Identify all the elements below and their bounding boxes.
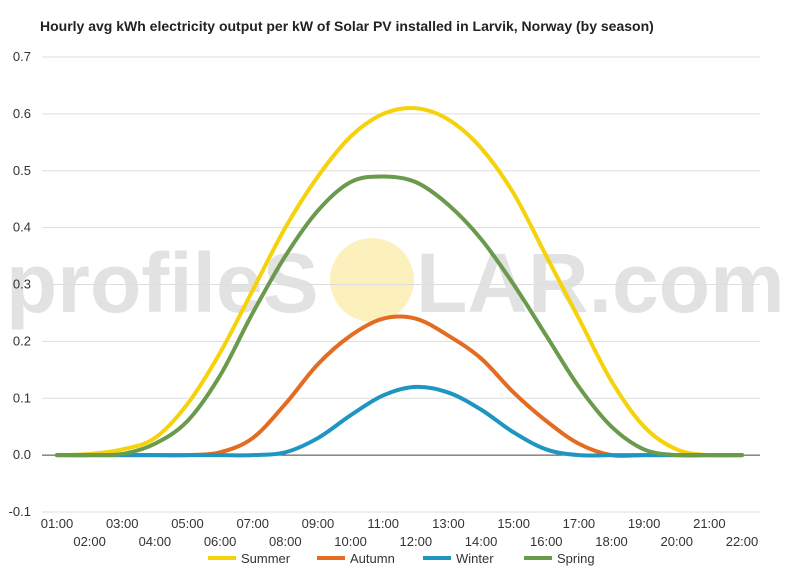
watermark-sun — [330, 238, 414, 322]
x-tick-label: 06:00 — [204, 534, 237, 549]
watermark: profileS LAR.com — [6, 236, 785, 330]
x-tick-label: 05:00 — [171, 516, 204, 531]
x-tick-label: 15:00 — [497, 516, 530, 531]
y-tick-label: -0.1 — [9, 504, 31, 519]
legend-label-winter: Winter — [456, 551, 494, 566]
y-tick-label: 0.6 — [13, 106, 31, 121]
y-tick-label: 0.4 — [13, 220, 31, 235]
x-tick-label: 11:00 — [367, 516, 399, 531]
x-tick-label: 03:00 — [106, 516, 139, 531]
chart-title: Hourly avg kWh electricity output per kW… — [40, 18, 654, 34]
y-tick-label: 0.7 — [13, 49, 31, 64]
x-tick-label: 21:00 — [693, 516, 726, 531]
grid — [42, 56, 760, 513]
x-tick-label: 02:00 — [73, 534, 106, 549]
watermark-text-right: LAR.com — [416, 236, 785, 330]
watermark-text-left: profileS — [6, 236, 319, 330]
legend: Summer Autumn Winter Spring — [208, 551, 595, 566]
y-tick-label: 0.0 — [13, 447, 31, 462]
x-tick-label: 22:00 — [726, 534, 759, 549]
series-line-winter — [55, 384, 744, 458]
x-tick-label: 01:00 — [41, 516, 74, 531]
x-tick-label: 14:00 — [465, 534, 498, 549]
y-tick-label: 0.3 — [13, 277, 31, 292]
x-tick-label: 04:00 — [139, 534, 172, 549]
x-tick-label: 18:00 — [595, 534, 628, 549]
legend-label-autumn: Autumn — [350, 551, 395, 566]
x-tick-label: 17:00 — [563, 516, 596, 531]
x-tick-label: 10:00 — [334, 534, 367, 549]
x-tick-label: 09:00 — [302, 516, 335, 531]
x-tick-label: 08:00 — [269, 534, 302, 549]
legend-label-spring: Spring — [557, 551, 595, 566]
x-tick-label: 07:00 — [236, 516, 269, 531]
y-tick-label: 0.2 — [13, 333, 31, 348]
series-line-summer — [55, 105, 744, 458]
legend-label-summer: Summer — [241, 551, 291, 566]
y-axis: -0.1 0.0 0.1 0.2 0.3 0.4 0.5 0.6 0.7 — [9, 49, 31, 519]
x-tick-label: 19:00 — [628, 516, 661, 531]
series-line-spring — [55, 174, 744, 458]
series-lines — [55, 105, 744, 458]
y-tick-label: 0.1 — [13, 390, 31, 405]
x-tick-label: 12:00 — [400, 534, 433, 549]
x-tick-label: 16:00 — [530, 534, 563, 549]
x-tick-label: 20:00 — [660, 534, 693, 549]
y-tick-label: 0.5 — [13, 163, 31, 178]
x-tick-label: 13:00 — [432, 516, 465, 531]
